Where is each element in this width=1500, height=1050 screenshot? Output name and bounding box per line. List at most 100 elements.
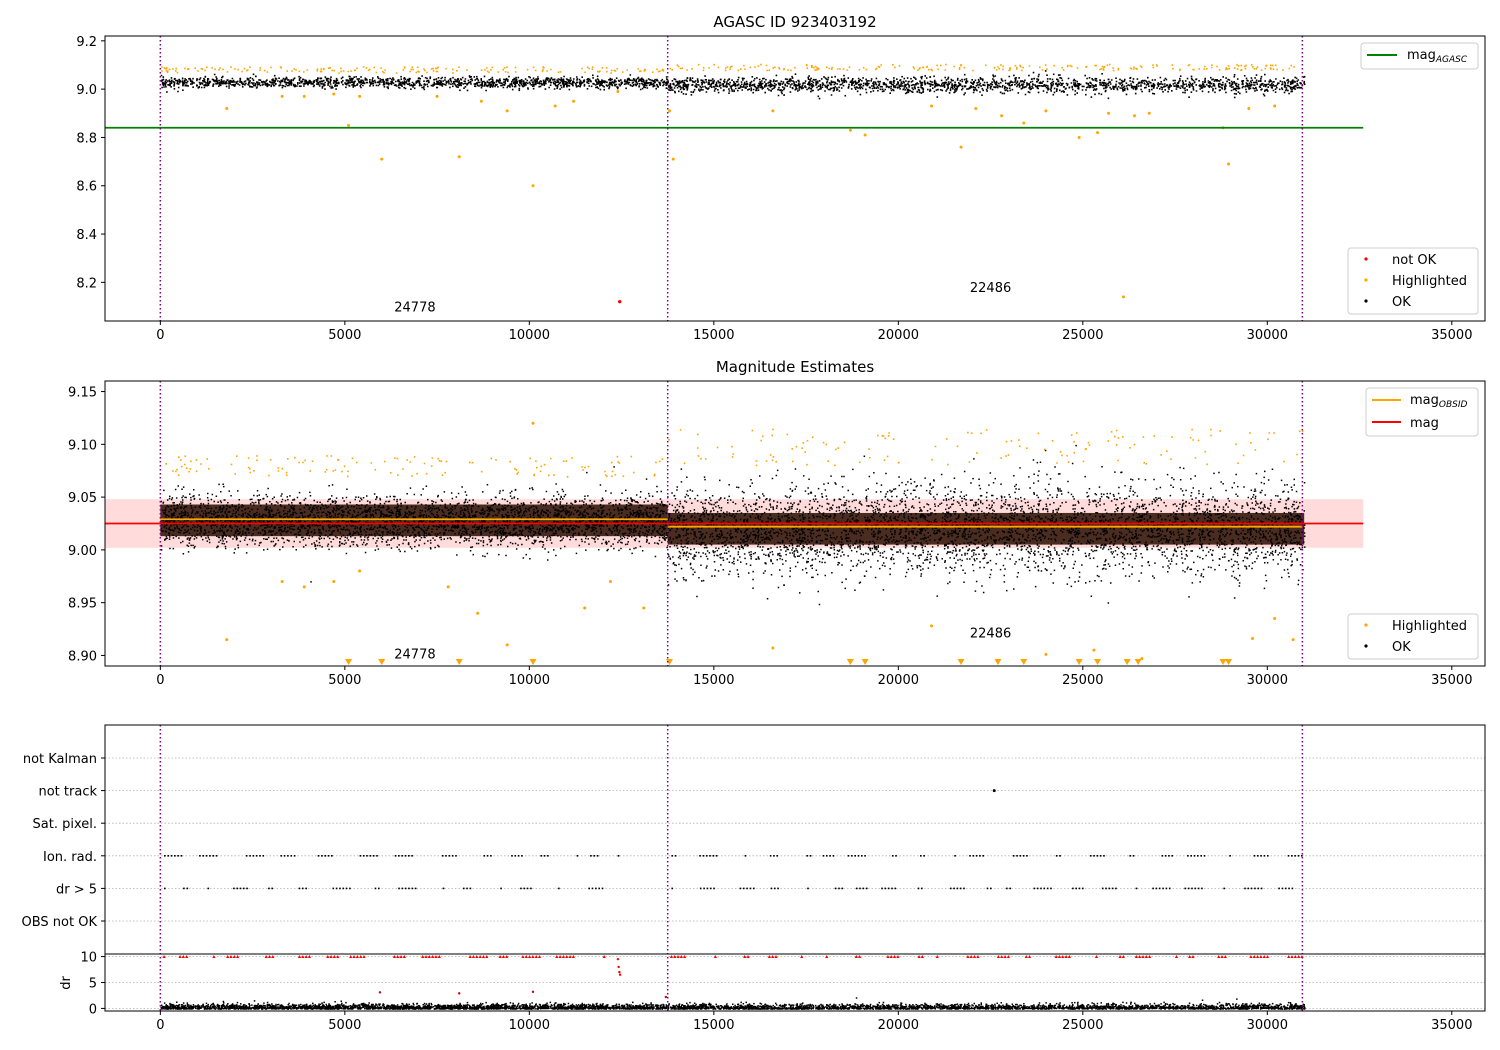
obsid-label: 22486: [970, 281, 1011, 296]
p2-ytick-label: 9.05: [68, 491, 97, 506]
highlighted-point: [1147, 111, 1151, 115]
p2-xtick-label: 25000: [1062, 673, 1103, 688]
highlighted-point: [553, 104, 557, 108]
legend-highlighted-2: Highlighted: [1392, 619, 1467, 634]
highlighted-point: [1044, 109, 1048, 113]
highlighted-point-2: [302, 585, 306, 589]
below-range-marker: [1219, 659, 1227, 665]
dr-outlier-point: [616, 957, 620, 961]
legend-mag-agasc: magAGASC: [1407, 48, 1468, 65]
legend-ok-2: OK: [1392, 640, 1411, 655]
highlighted-point: [671, 157, 675, 161]
highlighted-point: [479, 99, 483, 103]
obsid-label-2: 24778: [394, 648, 435, 663]
highlighted-point: [435, 94, 439, 98]
flag-row-label: not Kalman: [23, 752, 97, 767]
below-range-marker: [1075, 659, 1083, 665]
dr-outlier-point: [458, 992, 461, 995]
dr-outlier-point: [378, 991, 382, 994]
below-range-marker: [666, 659, 674, 665]
dr-outlier-point: [618, 970, 621, 974]
p1-xtick-label: 25000: [1062, 328, 1103, 343]
dr-outlier-point: [618, 973, 622, 976]
highlighted-point: [1096, 131, 1100, 135]
legend-ok: OK: [1392, 295, 1411, 310]
highlighted-point: [1022, 121, 1026, 125]
highlighted-point: [505, 109, 509, 113]
p2-ytick-label: 8.95: [68, 597, 97, 612]
highlighted-point-2: [1092, 648, 1096, 652]
p3-xtick-label: 0: [156, 1018, 164, 1033]
below-range-marker: [1134, 659, 1142, 665]
p3-xtick-label: 25000: [1062, 1018, 1103, 1033]
p1-xtick-label: 20000: [878, 328, 919, 343]
highlighted-point-2: [642, 606, 646, 610]
highlighted-point-2: [1273, 617, 1277, 620]
p3-xtick-label: 35000: [1431, 1018, 1472, 1033]
panel2-title: Magnitude Estimates: [716, 358, 874, 376]
below-range-marker: [378, 659, 386, 665]
dr-points: [160, 997, 1306, 1010]
highlighted-point: [771, 109, 775, 113]
flag-row-label: dr > 5: [56, 882, 97, 897]
highlighted-point: [457, 155, 461, 159]
highlighted-point-2: [1251, 637, 1255, 641]
p3-xtick-label: 20000: [878, 1018, 919, 1033]
highlighted-point: [668, 109, 672, 113]
highlighted-point-2: [1044, 652, 1048, 656]
legend-agasc: magAGASC: [1360, 42, 1479, 70]
legend-not-ok: not OK: [1392, 253, 1437, 268]
p2-xtick-label: 0: [156, 673, 164, 688]
below-range-marker: [957, 659, 965, 665]
highlighted-point-2: [771, 646, 775, 650]
obsid-label-2: 22486: [970, 627, 1011, 642]
highlighted-point: [1273, 104, 1277, 108]
p1-ytick-label: 8.6: [76, 180, 97, 195]
p3-xtick-label: 30000: [1247, 1018, 1288, 1033]
highlighted-point: [302, 94, 306, 98]
not-ok-point: [618, 299, 622, 304]
legend-mag: magOBSID mag: [1365, 387, 1479, 437]
panel1-title: AGASC ID 923403192: [713, 13, 876, 31]
highlighted-point: [1077, 135, 1081, 139]
highlighted-point-2: [332, 580, 336, 584]
highlighted-point: [930, 104, 934, 108]
highlighted-point: [616, 90, 620, 94]
p1-xtick-label: 10000: [509, 328, 550, 343]
p1-xtick-label: 0: [156, 328, 164, 343]
highlighted-point-2: [609, 580, 613, 584]
legend-mag-obsid: magOBSID: [1410, 393, 1468, 410]
dr-axis-label: dr: [59, 976, 74, 990]
flag-not-track-point: [992, 789, 996, 793]
p3-xtick-label: 5000: [328, 1018, 361, 1033]
highlighted-point-2: [358, 569, 362, 573]
highlighted-point: [280, 94, 284, 98]
highlighted-point-2: [930, 624, 934, 628]
highlighted-point: [1227, 162, 1231, 166]
highlighted-band-points-2: [165, 428, 1304, 478]
flag-row-label: Ion. rad.: [43, 850, 97, 865]
ok-points-2: [160, 444, 1306, 606]
highlighted-point: [531, 184, 535, 188]
below-range-marker: [1123, 659, 1131, 665]
ok-points: [160, 70, 1306, 100]
p1-ytick-label: 9.0: [76, 83, 97, 98]
highlighted-point: [1107, 111, 1111, 115]
dr-outlier-point: [617, 965, 620, 969]
below-range-marker: [861, 659, 869, 665]
highlighted-point-2: [505, 643, 509, 647]
highlighted-point: [347, 123, 351, 127]
highlighted-point: [1000, 114, 1004, 118]
highlighted-point-2: [476, 611, 480, 615]
legend-mag-red: mag: [1410, 416, 1439, 431]
p2-ytick-label: 9.10: [68, 438, 97, 453]
dr-outlier-point: [664, 995, 668, 999]
below-range-marker: [1094, 659, 1102, 665]
highlighted-point: [1132, 114, 1136, 118]
below-range-marker: [1020, 659, 1028, 665]
p1-xtick-label: 30000: [1247, 328, 1288, 343]
legend-highlighted: Highlighted: [1392, 274, 1467, 289]
highlighted-point: [863, 133, 867, 137]
highlighted-point: [1247, 106, 1251, 110]
